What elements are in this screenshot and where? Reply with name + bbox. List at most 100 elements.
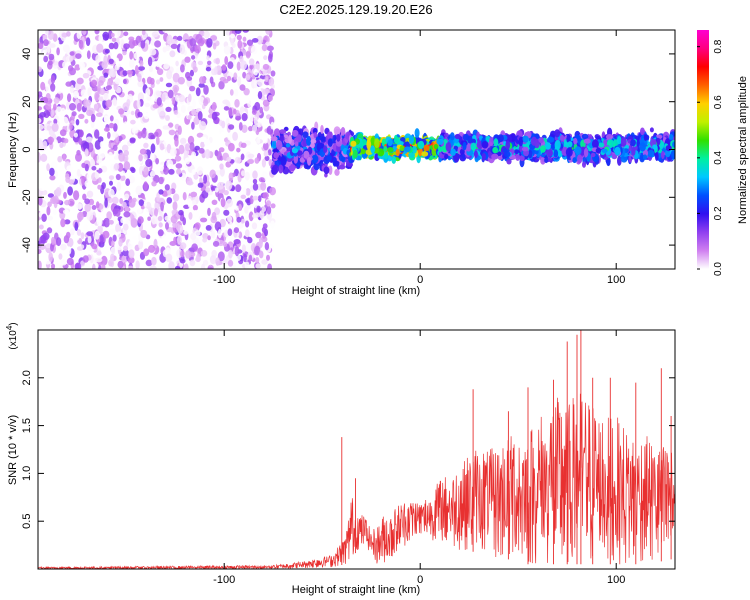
heatmap-point — [84, 203, 91, 213]
heatmap-point — [191, 151, 197, 159]
heatmap-point — [449, 132, 455, 141]
heatmap-point — [39, 112, 47, 118]
heatmap-point — [620, 137, 627, 147]
heatmap-point — [45, 83, 50, 92]
heatmap-point — [350, 140, 357, 147]
heatmap-point — [108, 228, 116, 235]
heatmap-point — [138, 154, 143, 162]
heatmap-point — [137, 92, 144, 102]
heatmap-point — [313, 132, 318, 139]
heatmap-point — [481, 153, 486, 161]
heatmap-point — [165, 82, 173, 88]
heatmap-point — [243, 88, 250, 96]
heatmap-point — [56, 87, 63, 94]
heatmap-point — [256, 137, 261, 145]
heatmap-point — [238, 203, 242, 210]
heatmap-point — [191, 169, 196, 175]
heatmap-point — [209, 255, 217, 265]
heatmap-point — [652, 144, 658, 150]
heatmap-point — [267, 94, 273, 102]
heatmap-point — [92, 263, 96, 269]
heatmap-point — [226, 75, 232, 82]
heatmap-point — [108, 188, 115, 198]
heatmap-point — [94, 230, 100, 240]
heatmap-point — [81, 30, 87, 35]
heatmap-point — [574, 146, 582, 156]
heatmap-point — [76, 229, 82, 236]
heatmap-point — [69, 103, 76, 111]
heatmap-point — [279, 129, 287, 135]
heatmap-point — [143, 248, 150, 257]
heatmap-point — [333, 160, 340, 167]
heatmap-point — [154, 208, 158, 217]
heatmap-point — [159, 110, 166, 120]
heatmap-point — [196, 132, 204, 138]
heatmap-point — [137, 131, 143, 139]
heatmap-point — [160, 201, 165, 212]
heatmap-point — [82, 255, 89, 263]
heatmap-point — [38, 243, 46, 250]
heatmap-point — [116, 181, 122, 191]
heatmap-point — [111, 37, 117, 43]
heatmap-point — [112, 208, 119, 215]
heatmap-point — [202, 259, 209, 266]
heatmap-point — [262, 223, 268, 230]
heatmap-point — [220, 131, 225, 138]
heatmap-point — [258, 250, 264, 259]
heatmap-point — [100, 234, 104, 244]
heatmap-point — [215, 257, 220, 266]
heatmap-point — [156, 192, 160, 202]
heatmap-point — [97, 136, 104, 143]
heatmap-point — [118, 238, 123, 247]
heatmap-point — [224, 56, 229, 65]
heatmap-point — [112, 144, 118, 151]
heatmap-point — [213, 163, 219, 168]
heatmap-point — [591, 139, 599, 149]
heatmap-point — [266, 254, 270, 261]
heatmap-point — [291, 148, 299, 154]
heatmap-point — [221, 120, 226, 129]
heatmap-point — [205, 187, 211, 193]
heatmap-point — [433, 144, 439, 150]
heatmap-point — [174, 155, 182, 162]
heatmap-point — [236, 61, 241, 71]
heatmap-point — [49, 43, 56, 48]
y-tick-label: 0.5 — [21, 514, 33, 529]
heatmap-point — [230, 36, 234, 46]
heatmap-point — [103, 127, 110, 132]
heatmap-point — [262, 99, 270, 107]
heatmap-point — [115, 223, 122, 233]
heatmap-point — [107, 197, 114, 204]
heatmap-point — [302, 131, 309, 139]
y-tick-label: -40 — [21, 237, 33, 253]
heatmap-point — [109, 68, 117, 78]
heatmap-point — [229, 89, 234, 96]
heatmap-point — [48, 252, 53, 263]
heatmap-point — [183, 230, 189, 236]
heatmap-point — [279, 135, 285, 142]
heatmap-point — [78, 129, 84, 138]
heatmap-point — [229, 33, 236, 39]
x-tick-label: -100 — [213, 574, 235, 586]
heatmap-point — [528, 149, 533, 159]
heatmap-point — [223, 45, 231, 55]
heatmap-point — [86, 109, 94, 117]
heatmap-point — [248, 58, 255, 66]
heatmap-point — [79, 61, 85, 70]
heatmap-point — [74, 221, 79, 231]
heatmap-point — [171, 96, 176, 105]
heatmap-point — [210, 35, 218, 41]
heatmap-point — [215, 187, 219, 193]
heatmap-point — [144, 102, 151, 108]
heatmap-point — [151, 180, 157, 187]
heatmap-point — [272, 164, 279, 174]
heatmap-point — [66, 31, 71, 37]
heatmap-point — [46, 43, 51, 54]
heatmap-point — [234, 246, 240, 257]
heatmap-point — [175, 223, 181, 231]
heatmap-point — [40, 153, 48, 162]
heatmap-point — [112, 196, 119, 204]
heatmap-point — [199, 177, 203, 185]
heatmap-point — [217, 251, 225, 262]
heatmap-point — [309, 142, 315, 149]
